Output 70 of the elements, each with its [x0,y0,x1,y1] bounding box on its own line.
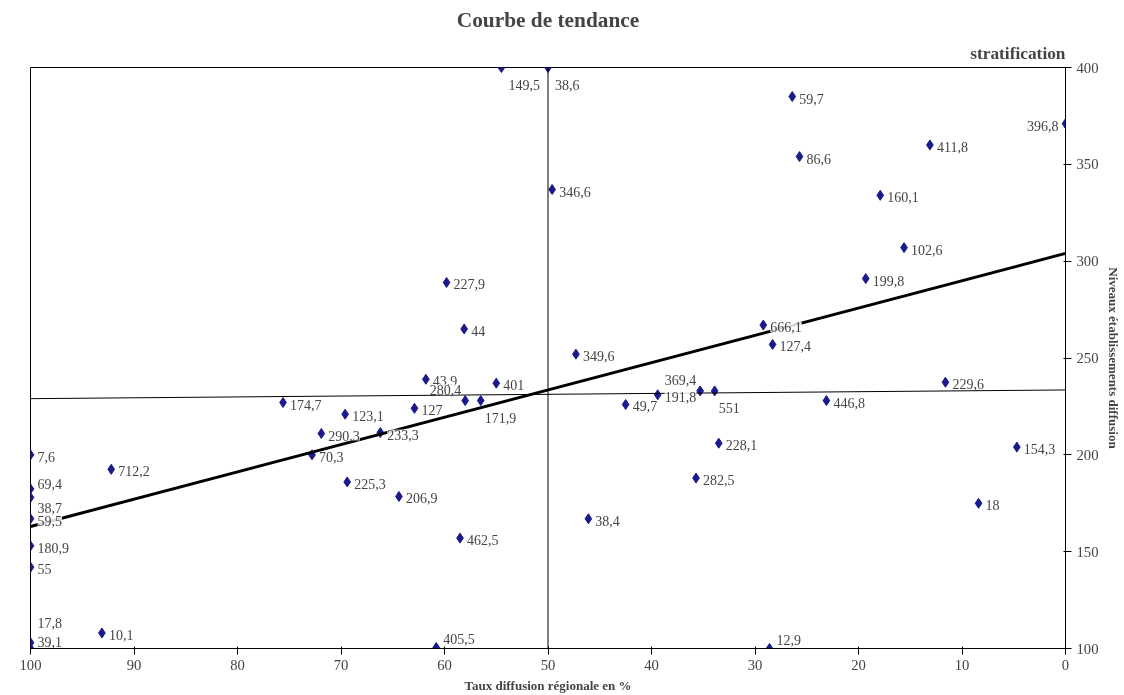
annotation: 396,8 [1027,118,1059,134]
annotation: 369,4 [664,372,697,388]
annotation: 206,9 [405,491,438,507]
x-tick-label: 50 [540,656,556,673]
annotation: 44 [471,323,486,339]
annotation: 7,6 [37,449,55,465]
annotation: 180,9 [37,540,69,556]
annotation: 666,1 [770,320,802,336]
annotation: 39,1 [37,634,62,650]
annotation: 551 [718,400,740,416]
annotation: 102,6 [911,242,943,258]
x-tick-label: 40 [644,656,659,673]
annotation: 401 [503,378,525,394]
annotation: 12,9 [776,632,801,648]
annotation: 69,4 [37,476,62,492]
annotation: 127,4 [779,339,812,355]
annotation: 17,8 [37,615,62,631]
annotation: 55 [37,562,52,578]
annotation: 160,1 [887,190,919,206]
annotation: 70,3 [319,449,344,465]
x-tick-label: 60 [437,656,452,673]
x-tick-label: 80 [230,656,245,673]
y-tick-label: 200 [1076,446,1099,463]
annotation: 154,3 [1023,442,1056,458]
annotation: 225,3 [354,476,386,492]
annotation: 411,8 [936,139,968,155]
x-axis-title: Taux diffusion régionale en % [464,677,632,693]
x-tick-label: 100 [19,656,42,673]
annotation: 227,9 [453,277,486,293]
y-tick-label: 400 [1076,59,1099,76]
annotation: 171,9 [484,410,517,426]
annotation: 446,8 [833,395,865,411]
x-tick-label: 0 [1061,656,1070,673]
annotation: 191,8 [664,389,697,405]
y-tick-label: 250 [1076,350,1099,366]
annotation: 38,6 [555,77,580,93]
y-tick-label: 350 [1076,156,1099,173]
annotation: 228,1 [725,438,758,454]
annotation: 282,5 [703,473,735,489]
x-tick-label: 20 [851,656,866,673]
annotation: 38,4 [595,513,620,529]
y-tick-label: 300 [1076,253,1099,270]
x-tick-label: 30 [747,656,763,673]
annotation: 86,6 [806,151,832,167]
annotation: 18 [985,498,1000,514]
x-tick-label: 70 [333,656,349,673]
annotation: 59,5 [37,513,62,529]
x-tick-label: 10 [954,656,970,673]
annotation: 712,2 [118,464,150,480]
annotation: 233,3 [387,427,419,443]
text: stratification [970,43,1066,63]
annotation: 174,7 [290,397,322,413]
annotation: 349,6 [582,349,615,365]
annotation: 149,5 [508,77,540,93]
annotation: 290,3 [328,428,360,444]
annotation: 199,8 [872,273,905,289]
y-tick-label: 150 [1076,543,1099,560]
annotation: 49,7 [632,399,658,415]
chart-title: Courbe de tendance [456,7,640,32]
annotation: 229,6 [952,377,984,393]
y-axis-title: Niveaux établissements diffusion [1106,267,1122,450]
annotation: 59,7 [799,91,824,107]
annotation: 346,6 [559,184,591,200]
y-tick-label: 100 [1076,640,1099,657]
x-tick-label: 90 [126,656,142,673]
annotation: 123,1 [352,409,384,425]
annotation: 405,5 [443,631,475,647]
annotation: 127 [421,403,443,419]
annotation: 10,1 [108,628,134,644]
annotation: 462,5 [467,533,499,549]
